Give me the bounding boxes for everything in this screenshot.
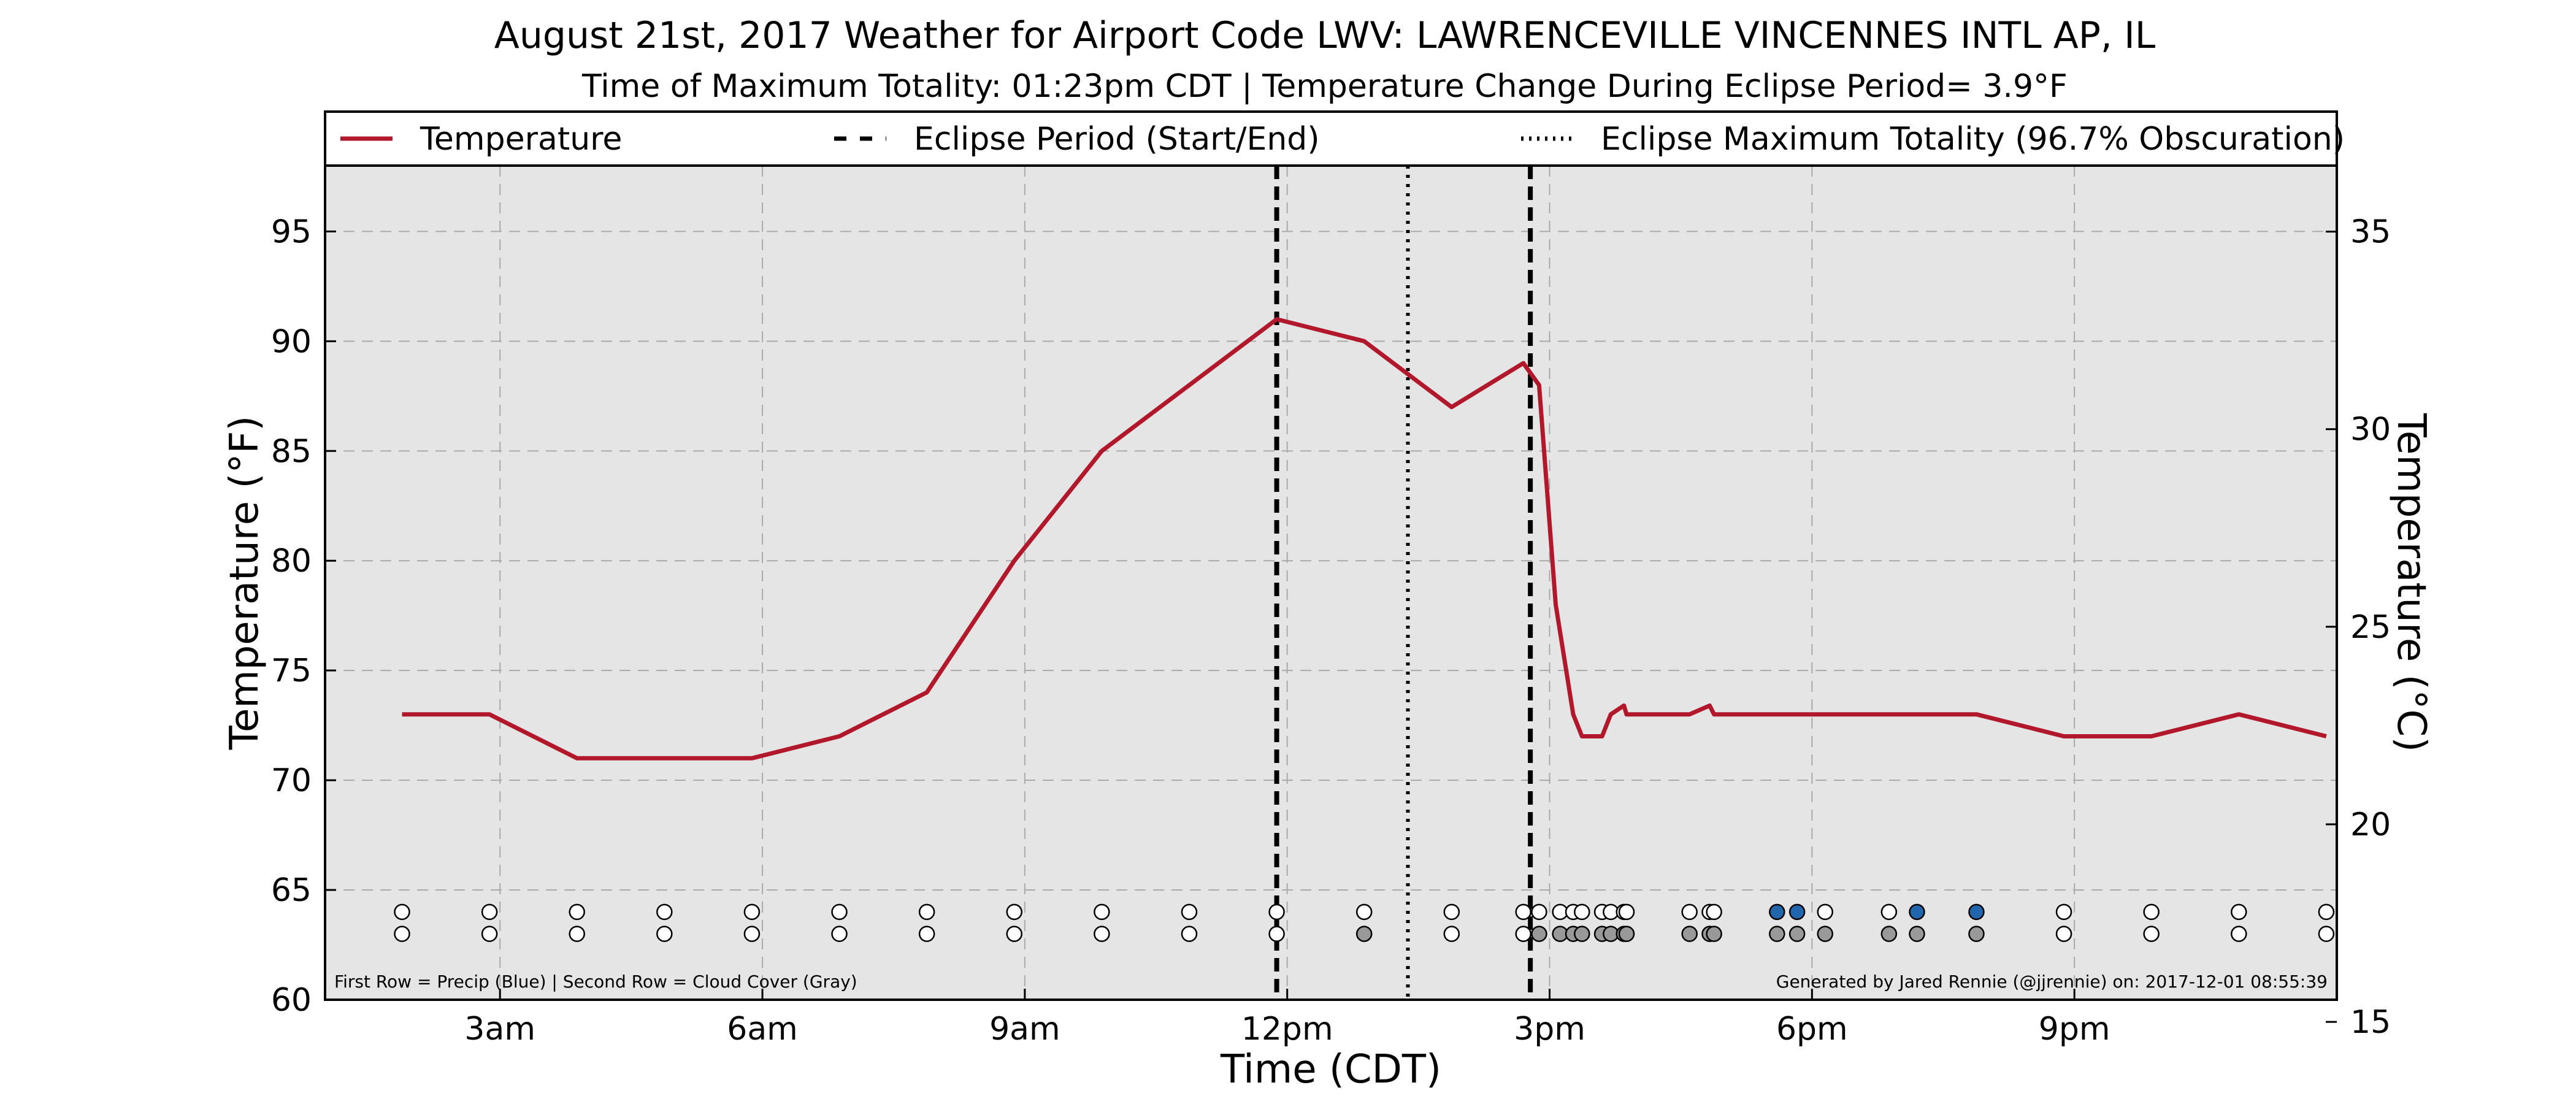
precip-marker xyxy=(1817,903,1833,921)
y-tick-label-left: 70 xyxy=(271,762,312,799)
y-tick-label-left: 90 xyxy=(271,323,312,360)
cloud-marker xyxy=(1909,926,1925,942)
precip-marker xyxy=(1788,903,1806,921)
cloud-marker xyxy=(1706,926,1722,942)
y-tick-label-right: 25 xyxy=(2350,609,2391,646)
precip-marker xyxy=(1681,903,1698,921)
cloud-marker xyxy=(569,926,585,942)
cloud-marker xyxy=(918,926,935,942)
y-tick-label-right: 30 xyxy=(2350,412,2391,448)
precip-marker xyxy=(1443,903,1460,921)
cloud-marker xyxy=(1268,926,1285,942)
footnote-right: Generated by Jared Rennie (@jjrennie) on… xyxy=(1776,972,2328,992)
precip-marker xyxy=(743,903,761,921)
legend-label: Temperature xyxy=(420,121,622,158)
cloud-marker xyxy=(1681,926,1698,942)
precip-marker xyxy=(1515,903,1531,921)
x-axis-label: Time (CDT) xyxy=(1220,1047,1441,1092)
y-tick-label-right: 20 xyxy=(2350,807,2391,843)
cloud-marker xyxy=(2231,926,2247,942)
precip-marker xyxy=(1618,903,1635,921)
temperature-series-line xyxy=(402,317,2327,761)
precip-marker xyxy=(1574,903,1590,921)
y-axis-label-right: Temperature (°C) xyxy=(2388,413,2434,752)
precip-marker xyxy=(394,903,410,921)
precip-marker xyxy=(2143,903,2160,921)
chart-title: August 21st, 2017 Weather for Airport Co… xyxy=(494,14,2156,57)
cloud-marker xyxy=(1531,926,1547,942)
cloud-marker xyxy=(1788,926,1806,942)
legend xyxy=(324,110,2338,167)
eclipse-lines xyxy=(1274,166,1533,1000)
precip-marker xyxy=(1531,903,1547,921)
precip-marker xyxy=(2318,903,2335,921)
cloud-marker xyxy=(1181,926,1198,942)
grid-lines xyxy=(325,166,2337,1000)
y-tick-label-left: 60 xyxy=(271,982,312,1019)
cloud-marker xyxy=(2055,926,2072,942)
cloud-marker xyxy=(743,926,761,942)
precip-marker xyxy=(1968,903,1985,921)
cloud-marker xyxy=(1006,926,1023,942)
precip-marker xyxy=(831,903,848,921)
chart-subtitle: Time of Maximum Totality: 01:23pm CDT | … xyxy=(581,68,2068,105)
cloud-marker xyxy=(1443,926,1460,942)
cloud-marker xyxy=(1968,926,1985,942)
y-tick-label-right: 15 xyxy=(2350,1004,2391,1041)
precip-marker xyxy=(1006,903,1023,921)
cloud-marker xyxy=(481,926,498,942)
cloud-marker xyxy=(1574,926,1590,942)
legend-label: Eclipse Period (Start/End) xyxy=(914,121,1320,158)
precip-marker xyxy=(2231,903,2247,921)
plot-area xyxy=(325,166,2337,1000)
cloud-marker xyxy=(1355,926,1373,942)
legend-label: Eclipse Maximum Totality (96.7% Obscurat… xyxy=(1601,121,2345,158)
cloud-marker xyxy=(394,926,410,942)
precip-marker xyxy=(1355,903,1373,921)
precip-marker xyxy=(1909,903,1925,921)
precip-marker xyxy=(569,903,585,921)
x-tick-label: 12pm xyxy=(1241,1011,1333,1048)
cloud-marker xyxy=(1880,926,1898,942)
y-tick-label-left: 75 xyxy=(271,653,312,689)
cloud-marker xyxy=(656,926,673,942)
precip-marker xyxy=(656,903,673,921)
cloud-marker xyxy=(1618,926,1635,942)
footnote-left: First Row = Precip (Blue) | Second Row =… xyxy=(334,972,857,992)
x-tick-label: 6pm xyxy=(1776,1011,1848,1048)
cloud-marker xyxy=(2143,926,2160,942)
x-tick-label: 9am xyxy=(989,1011,1060,1048)
y-tick-label-left: 80 xyxy=(271,543,312,580)
cloud-marker xyxy=(1769,926,1785,942)
y-tick-label-left: 85 xyxy=(271,433,312,470)
cloud-marker xyxy=(1817,926,1833,942)
precip-marker xyxy=(1181,903,1198,921)
precip-marker xyxy=(1880,903,1898,921)
axis-ticks: 3am 6am 9am 12pm 3pm 6pm 9pm 60 65 70 75 80 85 90 95 15… xyxy=(271,213,2391,1048)
cloud-marker xyxy=(1515,926,1531,942)
y-tick-label-right: 35 xyxy=(2350,214,2391,251)
x-tick-label: 9pm xyxy=(2039,1011,2110,1048)
legend-entries: Temperature Eclipse Period (Start/End) Ecl… xyxy=(340,121,2345,158)
precip-marker xyxy=(918,903,935,921)
precip-marker xyxy=(1268,903,1285,921)
x-tick-label: 6am xyxy=(727,1011,798,1048)
precip-marker xyxy=(1769,903,1785,921)
x-tick-label: 3am xyxy=(464,1011,535,1048)
precip-marker xyxy=(1706,903,1722,921)
precip-marker xyxy=(1094,903,1110,921)
precip-marker xyxy=(481,903,498,921)
y-axis-label-left: Temperature (°F) xyxy=(222,416,267,751)
precip-marker xyxy=(2055,903,2072,921)
y-tick-label-left: 95 xyxy=(271,213,312,250)
x-tick-label: 3pm xyxy=(1514,1011,1585,1048)
precip-cloud-markers xyxy=(394,903,2335,942)
y-tick-label-left: 65 xyxy=(271,872,312,909)
cloud-marker xyxy=(831,926,848,942)
cloud-marker xyxy=(1094,926,1110,942)
cloud-marker xyxy=(2318,926,2335,942)
